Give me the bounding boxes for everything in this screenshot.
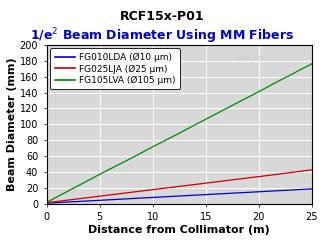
Text: RCF15x-P01: RCF15x-P01 (120, 10, 205, 23)
Y-axis label: Beam Diameter (mm): Beam Diameter (mm) (7, 58, 17, 191)
X-axis label: Distance from Collimator (m): Distance from Collimator (m) (88, 225, 270, 235)
Text: THORLABS: THORLABS (235, 56, 265, 61)
Legend: FG010LDA (Ø10 μm), FG025LJA (Ø25 μm), FG105LVA (Ø105 μm): FG010LDA (Ø10 μm), FG025LJA (Ø25 μm), FG… (50, 48, 180, 90)
Text: 1/e$^2$ Beam Diameter Using MM Fibers: 1/e$^2$ Beam Diameter Using MM Fibers (31, 27, 294, 46)
